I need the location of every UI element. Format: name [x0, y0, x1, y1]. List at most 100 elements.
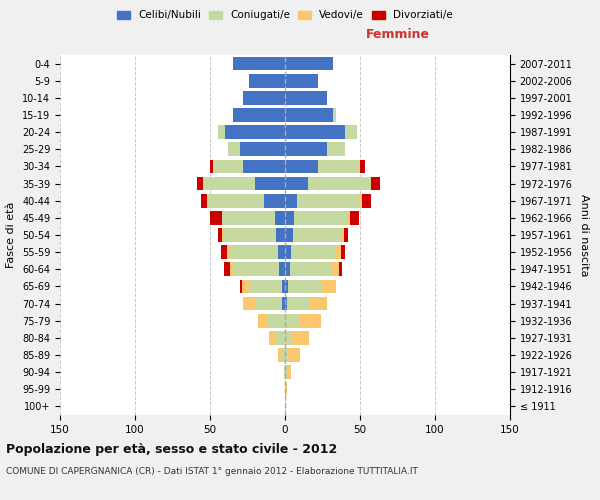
Bar — [258, 314, 267, 328]
Bar — [229, 262, 234, 276]
Bar — [293, 228, 341, 242]
Bar — [285, 331, 291, 344]
Bar — [201, 194, 207, 207]
Bar — [288, 348, 300, 362]
Bar — [361, 194, 371, 207]
Bar — [223, 262, 229, 276]
Bar — [345, 126, 357, 139]
Bar — [360, 160, 365, 173]
Bar — [288, 280, 321, 293]
Bar — [210, 211, 222, 224]
Bar — [327, 142, 345, 156]
Bar — [282, 280, 285, 293]
Text: Femmine: Femmine — [365, 28, 430, 40]
Bar — [240, 142, 285, 156]
Bar — [285, 142, 327, 156]
Bar — [229, 246, 277, 259]
Bar — [291, 246, 336, 259]
Bar — [282, 296, 285, 310]
Bar — [223, 228, 276, 242]
Bar — [341, 246, 345, 259]
Text: Popolazione per età, sesso e stato civile - 2012: Popolazione per età, sesso e stato civil… — [6, 442, 337, 456]
Bar — [285, 348, 288, 362]
Bar — [318, 160, 360, 173]
Bar — [275, 211, 285, 224]
Bar — [240, 280, 241, 293]
Bar — [275, 331, 285, 344]
Bar — [210, 160, 213, 173]
Bar — [285, 74, 318, 88]
Bar — [339, 262, 342, 276]
Bar — [285, 56, 333, 70]
Bar — [207, 194, 264, 207]
Bar — [269, 331, 275, 344]
Bar — [285, 108, 333, 122]
Bar — [218, 126, 225, 139]
Bar — [197, 176, 203, 190]
Bar — [360, 194, 361, 207]
Bar — [213, 160, 243, 173]
Bar — [285, 262, 290, 276]
Bar — [218, 228, 222, 242]
Bar — [243, 296, 255, 310]
Bar — [371, 176, 380, 190]
Y-axis label: Anni di nascita: Anni di nascita — [579, 194, 589, 276]
Bar — [241, 280, 249, 293]
Bar — [285, 246, 291, 259]
Bar — [267, 314, 285, 328]
Bar — [294, 211, 347, 224]
Bar — [285, 176, 308, 190]
Bar — [297, 194, 360, 207]
Bar — [222, 211, 275, 224]
Bar — [347, 211, 349, 224]
Bar — [228, 142, 240, 156]
Bar — [300, 314, 321, 328]
Bar — [336, 246, 341, 259]
Bar — [243, 91, 285, 104]
Bar — [221, 246, 227, 259]
Bar — [308, 176, 371, 190]
Bar — [264, 194, 285, 207]
Bar — [276, 228, 285, 242]
Bar — [285, 91, 327, 104]
Bar — [285, 160, 318, 173]
Y-axis label: Fasce di età: Fasce di età — [7, 202, 16, 268]
Bar — [277, 348, 281, 362]
Bar — [285, 382, 287, 396]
Bar — [234, 262, 279, 276]
Bar — [249, 74, 285, 88]
Bar — [309, 296, 327, 310]
Bar — [321, 280, 336, 293]
Bar — [285, 228, 293, 242]
Bar — [333, 108, 336, 122]
Bar — [281, 348, 285, 362]
Bar — [277, 246, 285, 259]
Bar — [285, 280, 288, 293]
Bar — [285, 366, 287, 379]
Bar — [233, 56, 285, 70]
Text: COMUNE DI CAPERGNANICA (CR) - Dati ISTAT 1° gennaio 2012 - Elaborazione TUTTITAL: COMUNE DI CAPERGNANICA (CR) - Dati ISTAT… — [6, 468, 418, 476]
Bar — [255, 296, 282, 310]
Bar — [285, 126, 345, 139]
Bar — [233, 108, 285, 122]
Bar — [249, 280, 282, 293]
Bar — [341, 228, 343, 242]
Bar — [331, 262, 339, 276]
Bar — [222, 228, 223, 242]
Bar — [203, 176, 255, 190]
Legend: Celibi/Nubili, Coniugati/e, Vedovi/e, Divorziati/e: Celibi/Nubili, Coniugati/e, Vedovi/e, Di… — [113, 6, 457, 25]
Bar — [255, 176, 285, 190]
Bar — [285, 211, 294, 224]
Bar — [291, 331, 309, 344]
Bar — [349, 211, 359, 224]
Bar — [279, 262, 285, 276]
Bar — [225, 126, 285, 139]
Bar — [285, 296, 287, 310]
Bar — [227, 246, 229, 259]
Bar — [285, 314, 300, 328]
Bar — [290, 262, 331, 276]
Bar — [287, 296, 309, 310]
Bar — [287, 366, 291, 379]
Bar — [343, 228, 348, 242]
Bar — [243, 160, 285, 173]
